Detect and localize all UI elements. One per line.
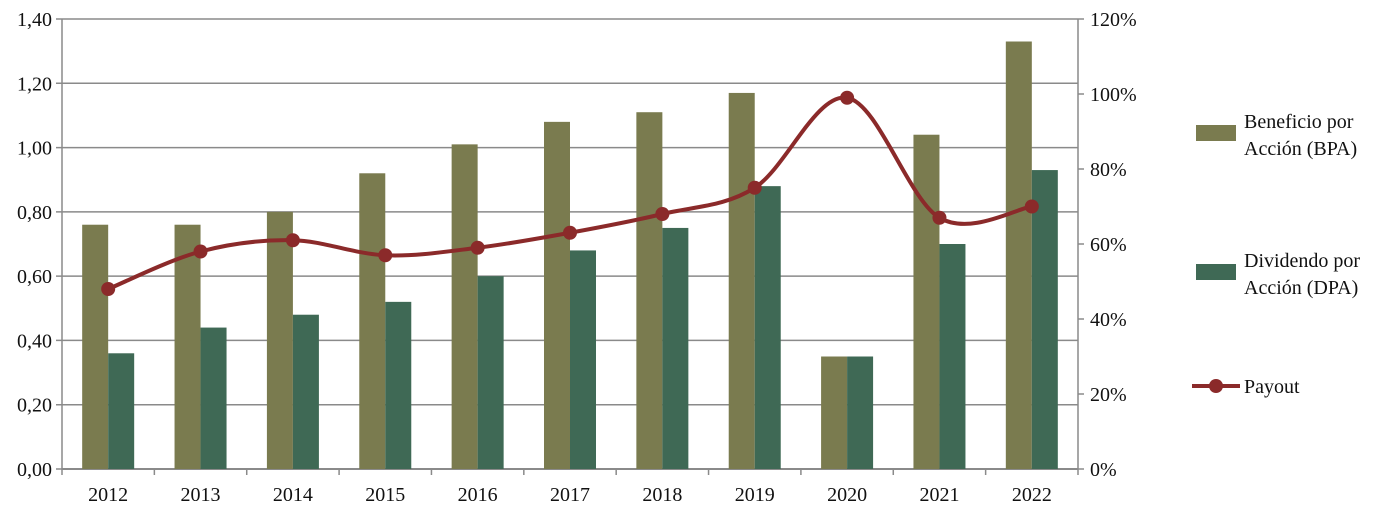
y-right-tick-label: 20% <box>1090 384 1127 406</box>
payout-line <box>107 95 1033 291</box>
x-tick-label: 2017 <box>550 484 590 506</box>
y-left-tick-label: 1,20 <box>17 73 52 95</box>
payout-marker <box>1024 199 1039 214</box>
x-tick-label: 2020 <box>827 484 867 506</box>
x-tick-label: 2012 <box>88 484 128 506</box>
payout-marker <box>840 90 855 105</box>
x-tick-label: 2021 <box>919 484 959 506</box>
payout-marker <box>378 248 393 263</box>
bpa-bar <box>451 144 478 469</box>
dpa-bar <box>570 250 596 469</box>
dpa-bar <box>477 276 504 469</box>
payout-marker <box>193 244 208 259</box>
x-tick-label: 2013 <box>181 484 221 506</box>
dpa-bar <box>292 314 319 469</box>
payout-marker <box>285 233 300 248</box>
payout-marker <box>101 282 116 296</box>
legend-swatch-bpa <box>1196 125 1236 141</box>
payout-marker <box>563 225 577 240</box>
bpa-bar <box>728 92 755 469</box>
legend-label: Payout <box>1244 376 1300 398</box>
dpa-bar <box>385 301 412 469</box>
y-left-tick-label: 1,40 <box>17 9 52 31</box>
x-tick-label: 2016 <box>458 484 498 506</box>
legend-label: Dividendo por <box>1244 250 1360 272</box>
bpa-bar <box>544 121 570 469</box>
legend-label: Acción (BPA) <box>1244 138 1357 160</box>
y-right-tick-label: 40% <box>1090 309 1127 331</box>
bpa-bar <box>636 112 663 469</box>
bpa-bar <box>913 134 940 469</box>
payout-marker <box>932 210 947 225</box>
x-tick-label: 2019 <box>735 484 775 506</box>
dpa-bar <box>1031 170 1058 470</box>
x-tick-label: 2015 <box>365 484 405 506</box>
dpa-bar <box>200 327 227 469</box>
legend-label: Beneficio por <box>1244 111 1354 133</box>
y-left-tick-label: 0,60 <box>17 266 52 288</box>
y-left-tick-label: 0,80 <box>17 202 52 224</box>
y-left-tick-label: 0,40 <box>17 330 52 352</box>
y-left-tick-label: 0,00 <box>17 459 52 481</box>
payout-marker <box>747 180 762 195</box>
bpa-bar <box>82 224 109 469</box>
dpa-bar <box>754 186 781 469</box>
x-tick-label: 2018 <box>642 484 682 506</box>
bpa-bar <box>1005 41 1032 469</box>
y-right-tick-label: 80% <box>1090 159 1127 181</box>
y-left-tick-label: 1,00 <box>17 138 52 160</box>
legend-marker-payout <box>1209 379 1223 393</box>
legend-label: Acción (DPA) <box>1244 277 1358 299</box>
payout-marker <box>470 240 485 255</box>
dpa-bar <box>847 356 874 469</box>
y-right-tick-label: 60% <box>1090 234 1127 256</box>
x-tick-label: 2014 <box>273 484 313 506</box>
x-tick-label: 2022 <box>1012 484 1052 506</box>
bpa-bar <box>821 356 848 469</box>
bpa-bar <box>359 173 386 470</box>
y-right-tick-label: 120% <box>1090 9 1137 31</box>
payout-marker <box>655 207 670 221</box>
dpa-bar <box>108 353 135 469</box>
dpa-bar <box>662 227 689 469</box>
y-right-tick-label: 0% <box>1090 459 1117 481</box>
y-right-tick-label: 100% <box>1090 84 1137 106</box>
legend-swatch-dpa <box>1196 264 1236 280</box>
dpa-bar <box>939 244 966 469</box>
y-left-tick-label: 0,20 <box>17 395 52 417</box>
bpa-bar <box>174 224 201 469</box>
bpa-bar <box>266 211 293 469</box>
